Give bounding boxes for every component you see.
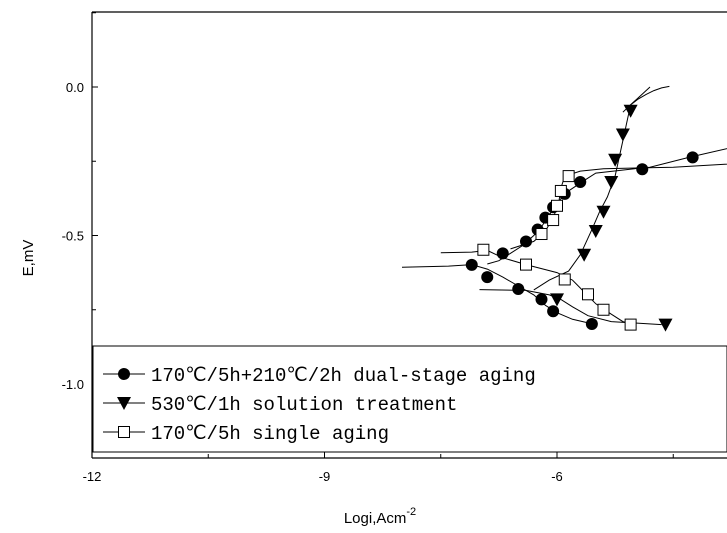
series-1-point: [585, 318, 598, 331]
series-1-point: [636, 163, 649, 176]
series-2-point: [596, 205, 611, 219]
series-2-point: [588, 225, 603, 239]
legend-entry: 170℃/5h+210℃/2h dual-stage aging: [151, 365, 536, 387]
series-1-point: [465, 258, 478, 271]
series-2-point: [604, 176, 619, 190]
legend-box: [92, 345, 727, 453]
x-tick-label: -6: [551, 469, 563, 484]
series-2-point: [658, 318, 673, 332]
legend-marker: [117, 397, 131, 410]
series-3-point: [520, 258, 532, 271]
series-2-point: [608, 153, 623, 167]
x-tick-label: -12: [83, 469, 102, 484]
legend-entry: 170℃/5h single aging: [151, 423, 389, 445]
legend-marker: [118, 426, 130, 438]
series-1-point: [686, 151, 699, 164]
y-tick-label: 0.0: [66, 80, 84, 95]
series-1-point: [535, 293, 548, 306]
series-3-point: [597, 303, 610, 316]
series-2-point: [577, 248, 592, 262]
series-3-point: [551, 199, 563, 212]
series-2-curve: [479, 289, 662, 326]
y-tick-label: -1.0: [62, 377, 84, 392]
series-1-point: [547, 305, 560, 318]
legend-marker: [118, 368, 130, 380]
series-3-point: [624, 318, 637, 331]
series-1-point: [512, 282, 525, 295]
legend-entry: 530℃/1h solution treatment: [151, 394, 457, 416]
series-3-point: [535, 228, 548, 241]
x-tick-label: -9: [319, 469, 331, 484]
x-axis-label: Logi,Acm-2: [344, 506, 416, 527]
x-axis-label-exponent: -2: [406, 506, 416, 518]
series-3-point: [547, 214, 560, 227]
series-1-point: [481, 271, 494, 284]
series-3-point: [558, 273, 571, 286]
series-1-point: [520, 235, 532, 248]
y-axis-label: E,mV: [20, 240, 37, 277]
legend: 170℃/5h+210℃/2h dual-stage aging 530℃/1h …: [92, 345, 727, 453]
series-1-point: [574, 176, 587, 189]
series-2-point: [550, 293, 564, 307]
series-3-point: [477, 243, 490, 256]
y-tick-label: -0.5: [62, 229, 84, 244]
series-3-point: [554, 184, 567, 197]
series-1-point: [496, 247, 509, 260]
series-2-point: [615, 128, 630, 142]
series-3-point: [562, 170, 575, 183]
series-3-point: [582, 288, 594, 301]
x-axis-label-main: Logi,Acm: [344, 510, 407, 527]
series-2-point: [623, 104, 638, 118]
